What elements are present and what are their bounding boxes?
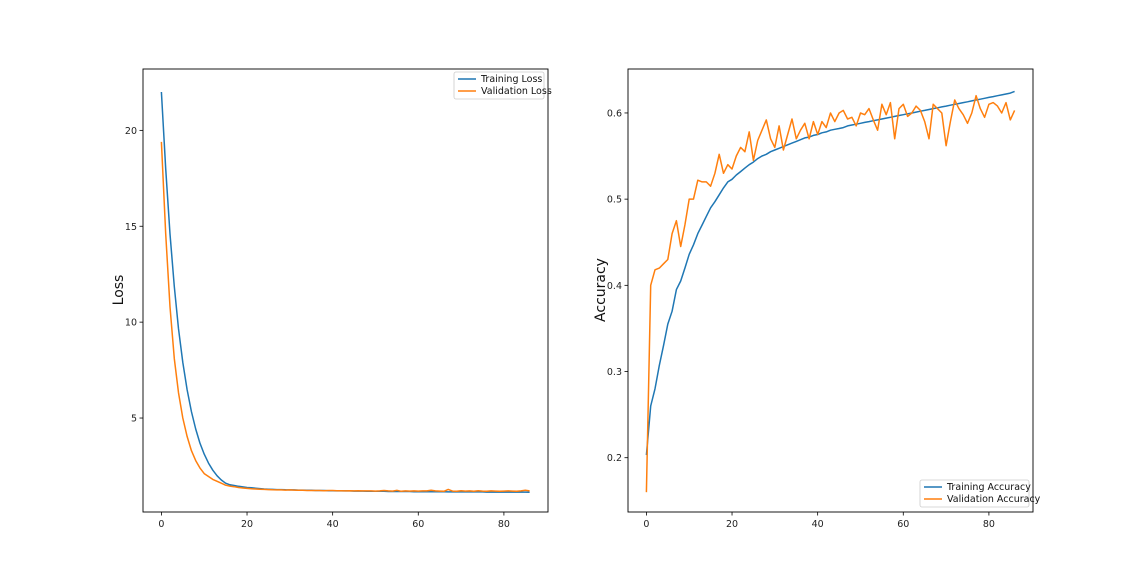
loss-legend-box [453,71,545,100]
loss-chart: 0 20 40 60 80 5 10 15 20 Loss Training Loss Vali… [111,68,552,530]
accuracy-x-tick-label: 0 [643,519,649,530]
accuracy-x-tick-label: 40 [812,519,824,530]
accuracy-x-tick-label: 20 [726,519,738,530]
accuracy-chart: 0 20 40 60 80 0.2 0.3 0.4 0.5 0.6 Accuracy Traini… [593,68,1041,530]
loss-y-axis-label: Loss [111,275,127,306]
accuracy-y-axis-label: Accuracy [593,258,609,322]
loss-y-tick-label: 10 [125,318,137,329]
accuracy-y-tick-label: 0.4 [607,281,622,292]
accuracy-legend-label-validation: Validation Accuracy [947,494,1041,505]
accuracy-validation-line [645,94,1016,493]
accuracy-y-tick-label: 0.2 [607,453,622,464]
loss-x-tick-label: 60 [412,519,424,530]
loss-legend-label-training: Training Loss [480,74,542,85]
accuracy-y-tick-label: 0.6 [607,108,622,119]
accuracy-y-tick-label: 0.5 [607,195,622,206]
accuracy-training-line [645,90,1015,456]
loss-y-tick-label: 20 [125,126,137,137]
accuracy-legend-box [919,479,1030,508]
loss-x-tick-label: 40 [327,519,339,530]
loss-plot-frame [142,68,549,513]
loss-y-tick-label: 15 [125,222,137,233]
accuracy-legend: Training Accuracy Validation Accuracy [919,479,1041,508]
loss-legend: Training Loss Validation Loss [453,71,552,100]
loss-x-tick-label: 0 [158,519,164,530]
accuracy-x-tick-label: 80 [983,519,995,530]
accuracy-plot-frame [627,68,1034,513]
loss-training-line [160,91,530,493]
loss-x-tick-label: 80 [498,519,510,530]
accuracy-legend-label-training: Training Accuracy [946,482,1031,493]
accuracy-x-tick-label: 60 [897,519,909,530]
loss-legend-label-validation: Validation Loss [481,86,552,97]
loss-x-tick-label: 20 [241,519,253,530]
accuracy-y-tick-label: 0.3 [607,367,622,378]
loss-validation-line [160,141,530,493]
loss-y-tick-label: 5 [131,414,137,425]
